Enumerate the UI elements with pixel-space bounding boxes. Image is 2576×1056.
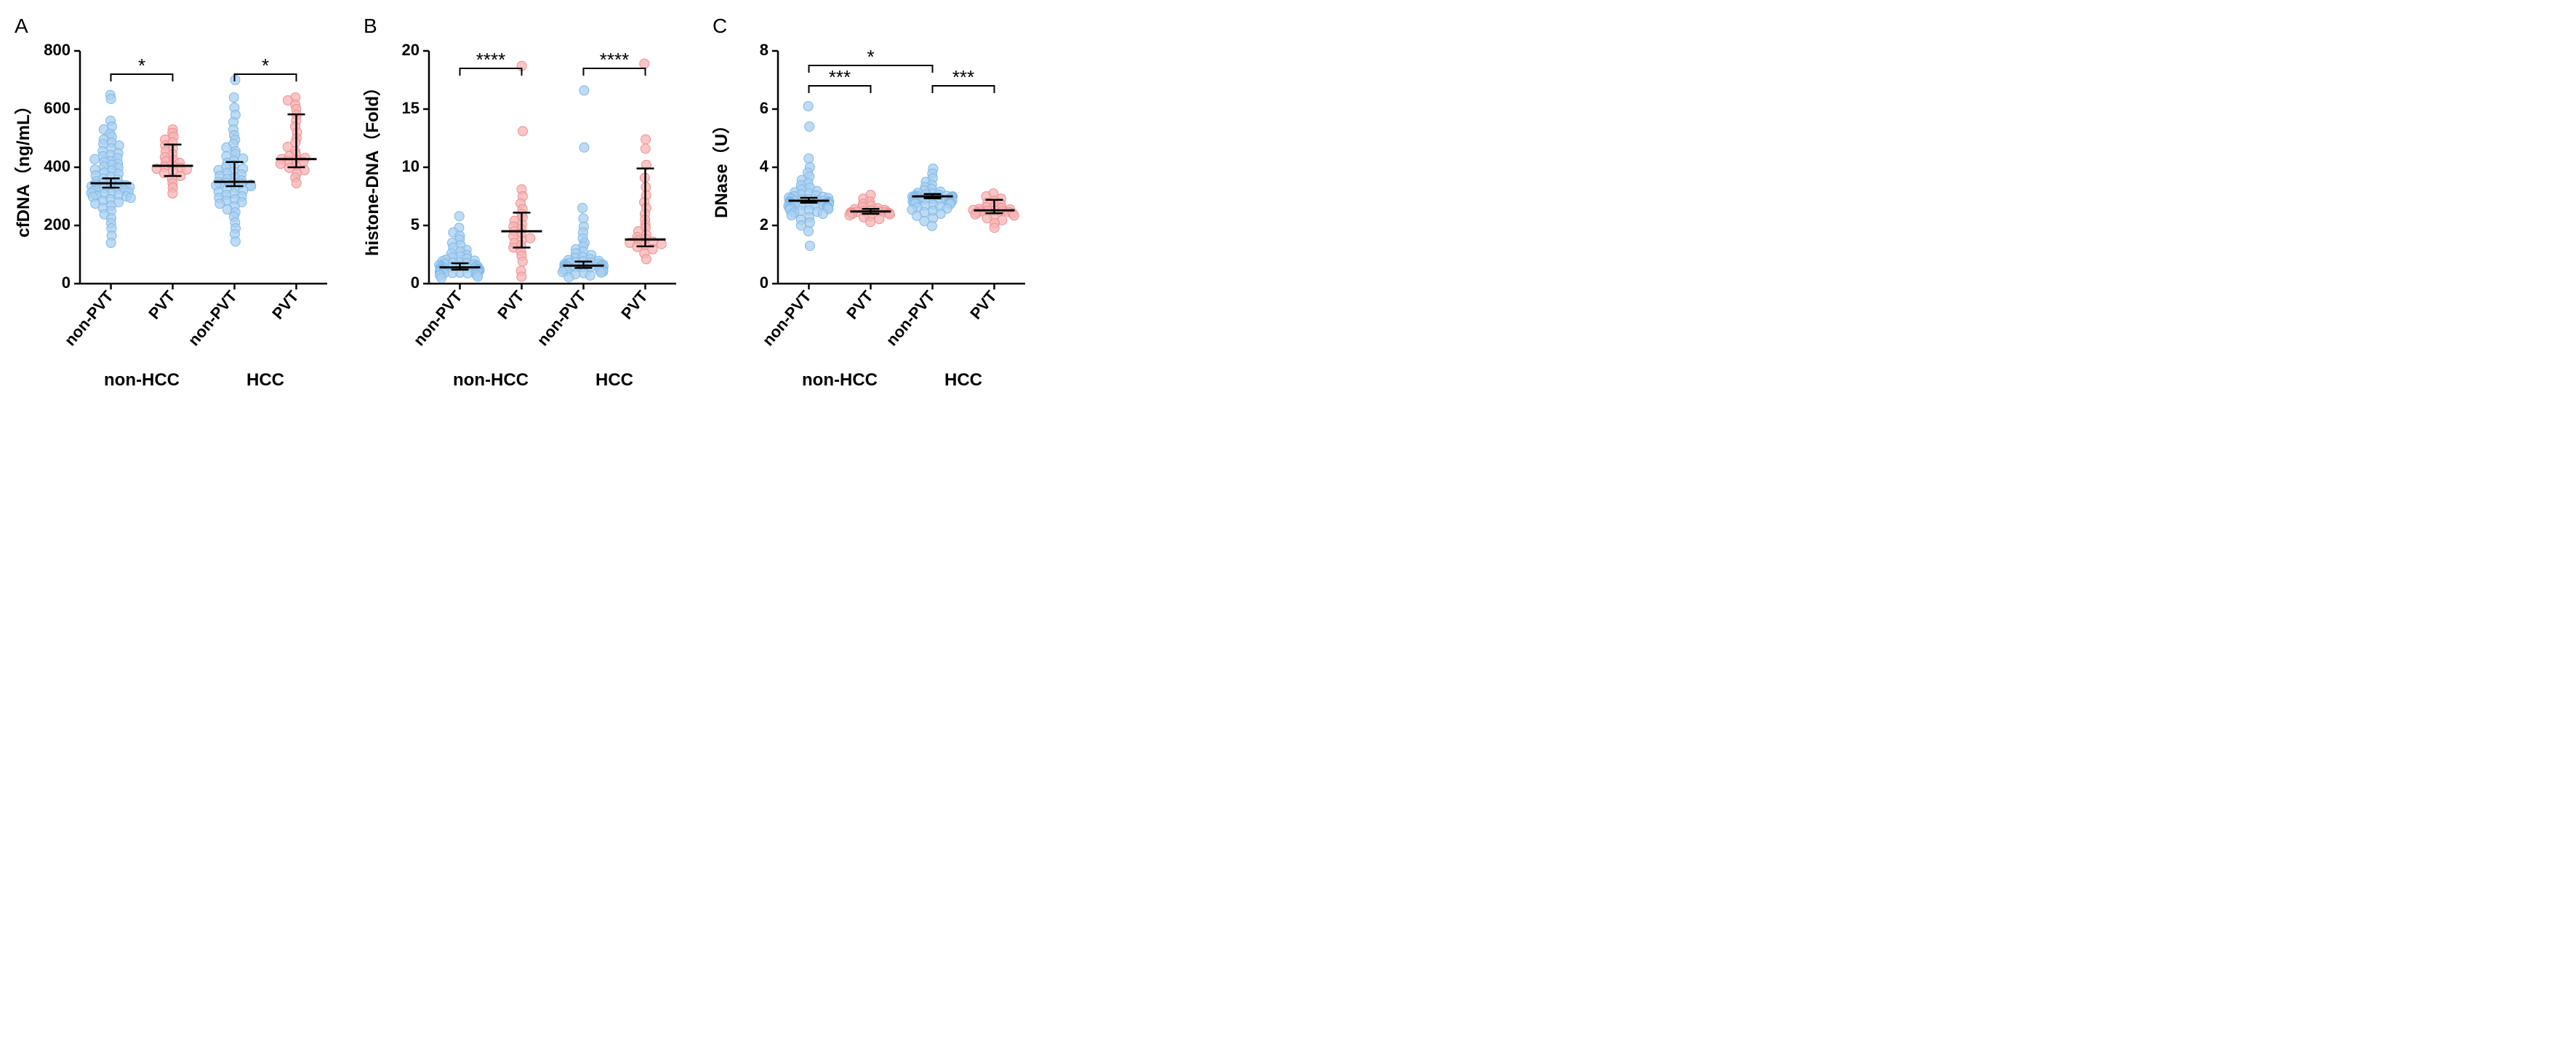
svg-text:****: **** — [476, 49, 505, 71]
panel-label: B — [364, 15, 377, 38]
panel-C: C02468DNase（U）non-PVTPVTnon-PVTPVT******… — [713, 15, 1032, 415]
svg-text:histone-DNA（Fold）: histone-DNA（Fold） — [364, 79, 382, 256]
svg-text:PVT: PVT — [617, 287, 651, 322]
svg-text:non-HCC: non-HCC — [453, 370, 529, 390]
svg-text:800: 800 — [44, 41, 71, 59]
svg-text:20: 20 — [402, 41, 420, 59]
svg-text:2: 2 — [760, 215, 769, 233]
svg-text:non-PVT: non-PVT — [60, 287, 117, 349]
svg-text:PVT: PVT — [843, 287, 877, 322]
svg-text:****: **** — [600, 49, 629, 71]
svg-text:***: *** — [952, 66, 974, 88]
svg-text:*: * — [262, 55, 269, 76]
svg-text:non-PVT: non-PVT — [882, 287, 939, 349]
svg-text:non-PVT: non-PVT — [533, 287, 590, 349]
svg-text:10: 10 — [402, 157, 420, 175]
svg-text:***: *** — [829, 66, 851, 88]
panel-B: B05101520histone-DNA（Fold）non-PVTPVTnon-… — [364, 15, 683, 415]
svg-text:*: * — [138, 55, 145, 76]
svg-text:HCC: HCC — [944, 370, 982, 390]
svg-text:PVT: PVT — [268, 287, 302, 322]
svg-text:*: * — [867, 46, 874, 68]
svg-text:0: 0 — [411, 273, 420, 292]
svg-text:15: 15 — [402, 99, 420, 117]
svg-text:4: 4 — [760, 157, 769, 175]
svg-text:400: 400 — [44, 157, 71, 175]
svg-text:PVT: PVT — [494, 287, 528, 322]
svg-text:non-PVT: non-PVT — [184, 287, 241, 349]
figure-row: A0200400600800cfDNA（ng/mL）non-PVTPVTnon-… — [15, 15, 2561, 415]
svg-text:0: 0 — [760, 273, 769, 292]
svg-text:non-PVT: non-PVT — [409, 287, 466, 349]
svg-text:non-HCC: non-HCC — [802, 370, 878, 390]
scatter-chart: 02468DNase（U）non-PVTPVTnon-PVTPVT*******… — [713, 15, 1032, 415]
scatter-chart: 05101520histone-DNA（Fold）non-PVTPVTnon-P… — [364, 15, 683, 415]
svg-text:8: 8 — [760, 41, 769, 59]
svg-text:200: 200 — [44, 215, 71, 233]
svg-text:DNase（U）: DNase（U） — [713, 116, 731, 218]
scatter-chart: 0200400600800cfDNA（ng/mL）non-PVTPVTnon-P… — [15, 15, 334, 415]
svg-text:5: 5 — [411, 215, 420, 233]
svg-text:PVT: PVT — [966, 287, 1000, 322]
svg-text:non-HCC: non-HCC — [104, 370, 180, 390]
svg-text:PVT: PVT — [145, 287, 179, 322]
svg-text:cfDNA（ng/mL）: cfDNA（ng/mL） — [15, 97, 33, 237]
svg-text:0: 0 — [62, 273, 71, 292]
panel-label: C — [713, 15, 727, 38]
svg-text:non-PVT: non-PVT — [758, 287, 815, 349]
svg-text:6: 6 — [760, 99, 769, 117]
svg-text:HCC: HCC — [595, 370, 633, 390]
svg-text:HCC: HCC — [246, 370, 284, 390]
svg-text:600: 600 — [44, 99, 71, 117]
panel-label: A — [15, 15, 28, 38]
panel-A: A0200400600800cfDNA（ng/mL）non-PVTPVTnon-… — [15, 15, 334, 415]
